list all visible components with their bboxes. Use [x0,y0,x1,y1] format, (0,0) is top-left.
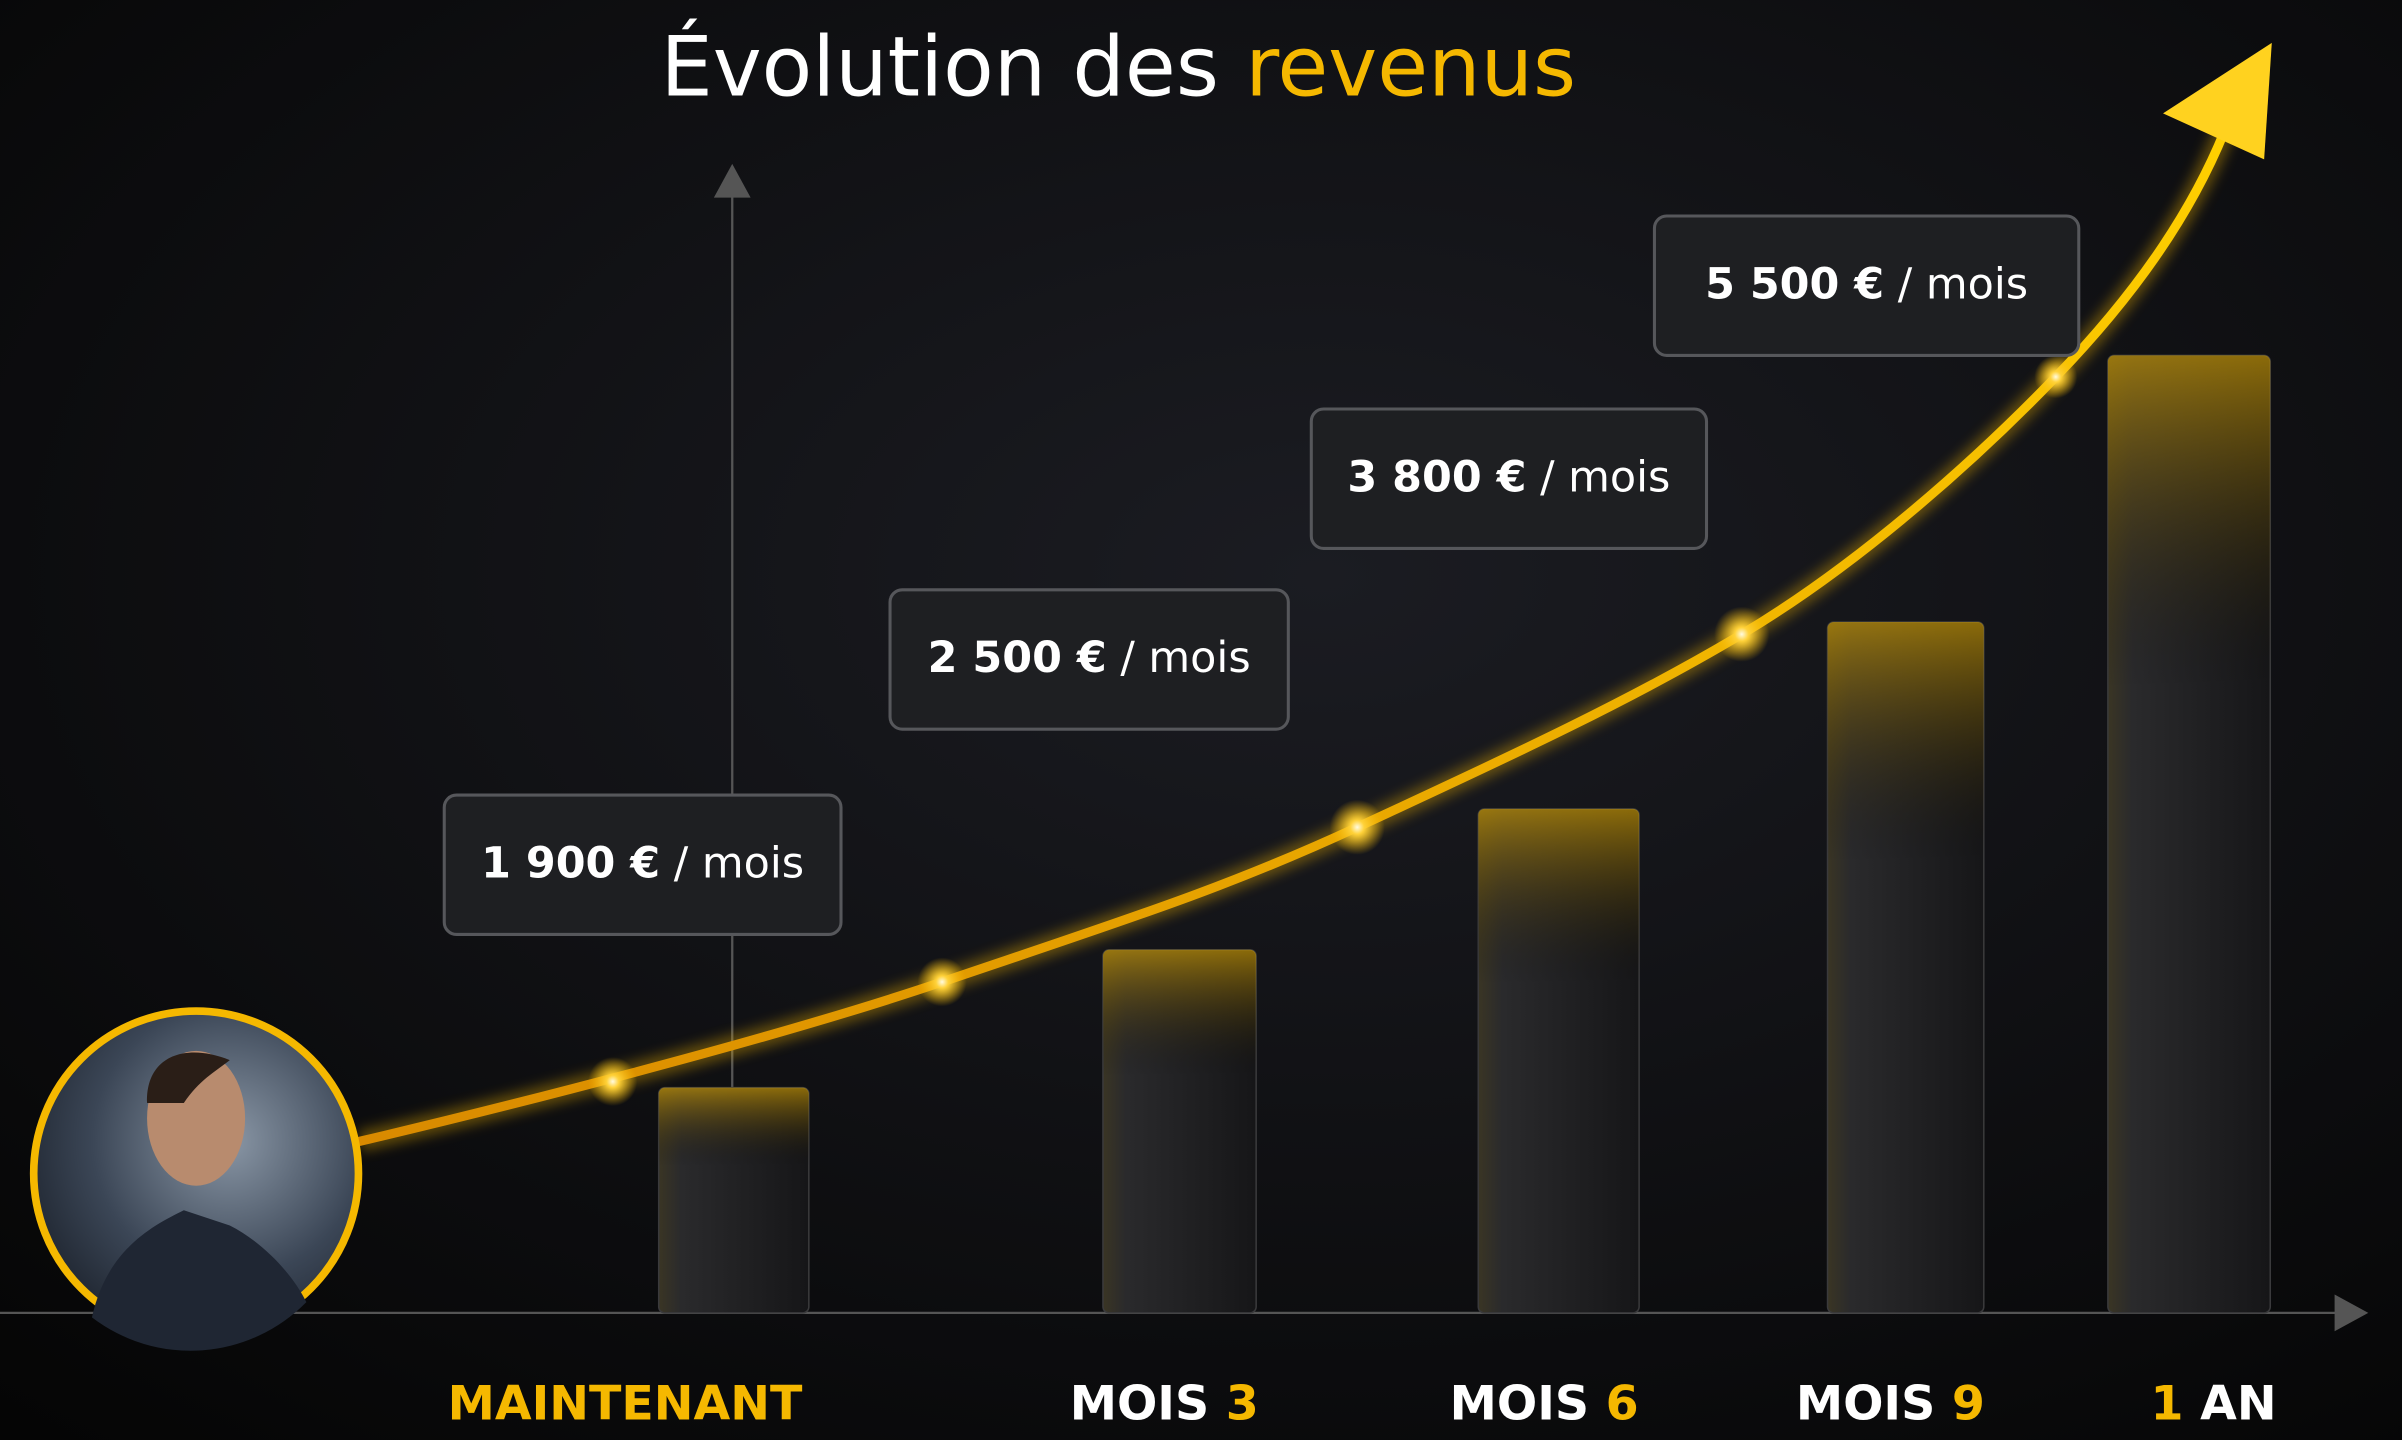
bar-highlight [1102,949,1257,1313]
bar-highlight [658,1087,809,1313]
y-axis-arrow [713,163,751,198]
callout-unit: / mois [1898,259,2028,309]
x-tick-label-part: 3 [1226,1376,1259,1431]
callout-label: 3 800 € [1347,452,1526,502]
callout-box [1309,407,1709,550]
callout-text: 2 500 € / mois [928,633,1251,683]
chart-title: Évolution des revenus [660,19,1576,116]
callout-text: 3 800 € / mois [1347,452,1670,502]
x-tick-label: MOIS 3 [1070,1376,1259,1431]
callout-label: 1 900 € [481,838,660,888]
curve-points [588,355,2078,1107]
bar-highlight [2107,355,2271,1313]
callout-unit: / mois [674,838,804,888]
x-tick-label-part: AN [2200,1376,2276,1431]
curve-point [588,1057,638,1107]
bar-highlight [1478,808,1640,1313]
x-axis-arrow [2334,1294,2369,1332]
curve-point [917,957,967,1007]
title-highlight: revenus [1245,19,1576,116]
callout-label: 2 500 € [928,633,1107,683]
curve-point [1329,799,1385,855]
x-tick-label-part: MOIS [1450,1376,1589,1431]
callout-unit: / mois [1540,452,1670,502]
callout-unit: / mois [1120,633,1250,683]
curve-point [1714,606,1770,662]
callout-text: 1 900 € / mois [481,838,804,888]
callout-label: 5 500 € [1705,259,1884,309]
curve-point [2034,355,2078,399]
x-tick-label-part: MOIS [1070,1376,1209,1431]
curve-arrowhead [2163,42,2272,160]
callout-text: 5 500 € / mois [1705,259,2028,309]
x-tick-label-part: 1 [2151,1376,2184,1431]
callout-box [1652,214,2081,357]
x-tick-label-part: 9 [1952,1376,1985,1431]
bar-highlight [1827,621,1984,1313]
avatar-hair [147,1052,230,1103]
x-tick-label-part: MOIS [1796,1376,1935,1431]
x-tick-label-part: 6 [1606,1376,1639,1431]
avatar [29,1007,363,1351]
avatar-suit [91,1210,307,1351]
x-tick-label: MAINTENANT [448,1376,803,1431]
callout-box [888,588,1290,731]
x-tick-label: MOIS 9 [1796,1376,1985,1431]
x-tick-label: 1 AN [2151,1376,2277,1431]
x-tick-label-part: MAINTENANT [448,1376,803,1431]
callout-box [442,793,843,936]
x-tick-label: MOIS 6 [1450,1376,1639,1431]
title-main: Évolution des [660,19,1218,116]
